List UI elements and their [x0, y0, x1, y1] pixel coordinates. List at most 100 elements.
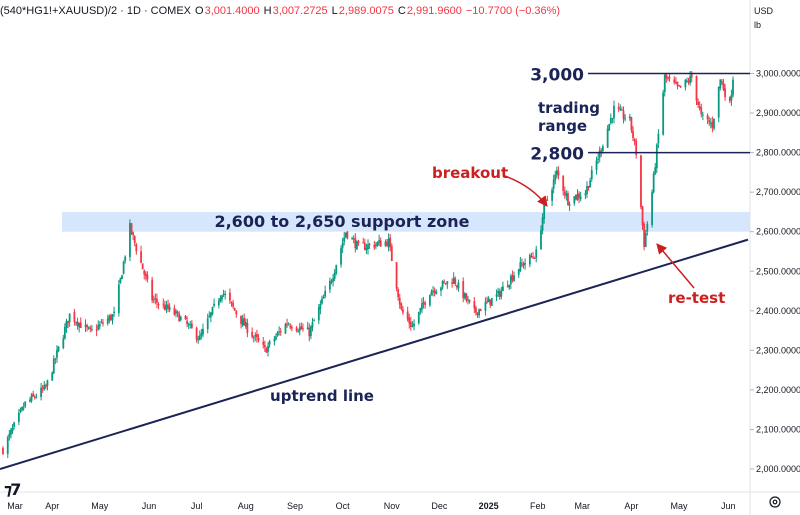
- candle-body: [611, 118, 614, 120]
- candle-body: [686, 80, 688, 82]
- tradingview-logo[interactable]: ⁊7: [4, 480, 21, 499]
- candle-body: [697, 101, 699, 105]
- candle-body: [311, 322, 314, 328]
- y-axis[interactable]: 2,000.0000 2,100.0000 2,200.0000 2,300.0000…: [750, 69, 800, 475]
- candle-body: [113, 311, 115, 314]
- candle-body: [51, 372, 54, 381]
- candle-body: [562, 175, 565, 191]
- candle-body: [29, 399, 31, 402]
- candle-body: [728, 97, 731, 102]
- candle-body: [243, 317, 246, 326]
- candle-body: [144, 273, 147, 276]
- y-tick-label: 2,500.0000: [756, 266, 800, 276]
- candle-body: [421, 303, 423, 310]
- candle-body: [352, 238, 355, 240]
- candle-body: [329, 280, 331, 290]
- candle-body: [368, 243, 371, 245]
- candle-body: [533, 258, 536, 260]
- candle-body: [275, 336, 277, 340]
- candle-body: [62, 338, 65, 348]
- candle-body: [84, 324, 87, 327]
- candle-body: [498, 291, 501, 297]
- x-tick-label: Mar: [574, 501, 590, 511]
- candle-body: [24, 401, 27, 407]
- candle-body: [384, 241, 387, 246]
- candle-body: [200, 333, 203, 336]
- candle-body: [378, 240, 381, 243]
- candle-body: [609, 118, 612, 124]
- uptrend-line: [0, 238, 749, 470]
- candle-body: [213, 303, 215, 306]
- level-3000-label: 3,000: [530, 66, 584, 86]
- candle-body: [19, 409, 22, 412]
- candle-body: [497, 290, 500, 294]
- candle-body: [343, 237, 346, 242]
- candle-body: [457, 282, 460, 289]
- x-tick-label: 2025: [479, 501, 499, 511]
- candle-body: [102, 322, 104, 324]
- currency-unit[interactable]: USD lb: [754, 4, 773, 32]
- candle-body: [56, 350, 58, 358]
- candle-body: [130, 223, 133, 234]
- y-tick-label: 2,300.0000: [756, 345, 800, 355]
- candle-body: [332, 278, 334, 282]
- candle-body: [375, 244, 377, 247]
- candle-body: [690, 74, 693, 78]
- candle-body: [43, 384, 46, 390]
- x-tick-label: Nov: [384, 501, 401, 511]
- candle-body: [240, 315, 242, 324]
- candle-body: [633, 139, 636, 142]
- candle-body: [163, 305, 166, 311]
- candle-body: [230, 301, 233, 303]
- candle-body: [501, 286, 504, 292]
- gear-icon[interactable]: [768, 495, 782, 509]
- candle-body: [476, 312, 479, 316]
- candle-body: [30, 394, 33, 401]
- candle-body: [22, 407, 25, 409]
- candle-body: [41, 387, 44, 390]
- candle-body: [308, 328, 311, 337]
- candle-body: [519, 261, 522, 271]
- high-label: H: [263, 5, 272, 17]
- candle-body: [206, 318, 209, 330]
- candle-body: [129, 223, 131, 257]
- candle-body: [576, 194, 579, 200]
- candle-body: [302, 328, 304, 330]
- candle-body: [186, 320, 188, 324]
- candle-body: [263, 345, 266, 348]
- candle-body: [701, 114, 704, 116]
- candle-body: [278, 331, 281, 333]
- candle-body: [657, 133, 660, 144]
- candle-body: [676, 81, 679, 86]
- candle-body: [154, 298, 157, 300]
- candle-body: [641, 206, 644, 226]
- x-axis[interactable]: Mar Apr May Jun Jul Aug Sep Oct Nov Dec 2025 Feb Mar…: [7, 501, 735, 511]
- candle-body: [440, 287, 442, 291]
- y-tick-label: 3,000.0000: [756, 69, 800, 79]
- y-tick-label: 2,700.0000: [756, 187, 800, 197]
- candle-body: [687, 81, 690, 83]
- x-tick-label: Jun: [721, 501, 736, 511]
- candle-body: [313, 320, 315, 322]
- y-tick-label: 2,900.0000: [756, 108, 800, 118]
- x-tick-label: May: [671, 501, 689, 511]
- candle-body: [557, 171, 560, 176]
- candle-body: [367, 244, 369, 250]
- candle-body: [132, 232, 135, 235]
- candle-body: [565, 193, 568, 197]
- candle-body: [673, 79, 676, 83]
- breakout-arrow: [504, 175, 548, 207]
- candle-body: [89, 327, 92, 329]
- candle-body: [6, 437, 9, 454]
- candle-body: [46, 380, 49, 386]
- candle-body: [665, 73, 668, 79]
- candle-body: [354, 238, 357, 249]
- candle-body: [395, 262, 398, 289]
- candle-body: [233, 307, 236, 311]
- candle-body: [235, 311, 238, 315]
- candle-body: [178, 313, 181, 322]
- candle-body: [54, 358, 57, 360]
- symbol-label[interactable]: (540*HG1!+XAUUSD)/2 · 1D · COMEX: [0, 5, 192, 17]
- candle-body: [462, 281, 465, 299]
